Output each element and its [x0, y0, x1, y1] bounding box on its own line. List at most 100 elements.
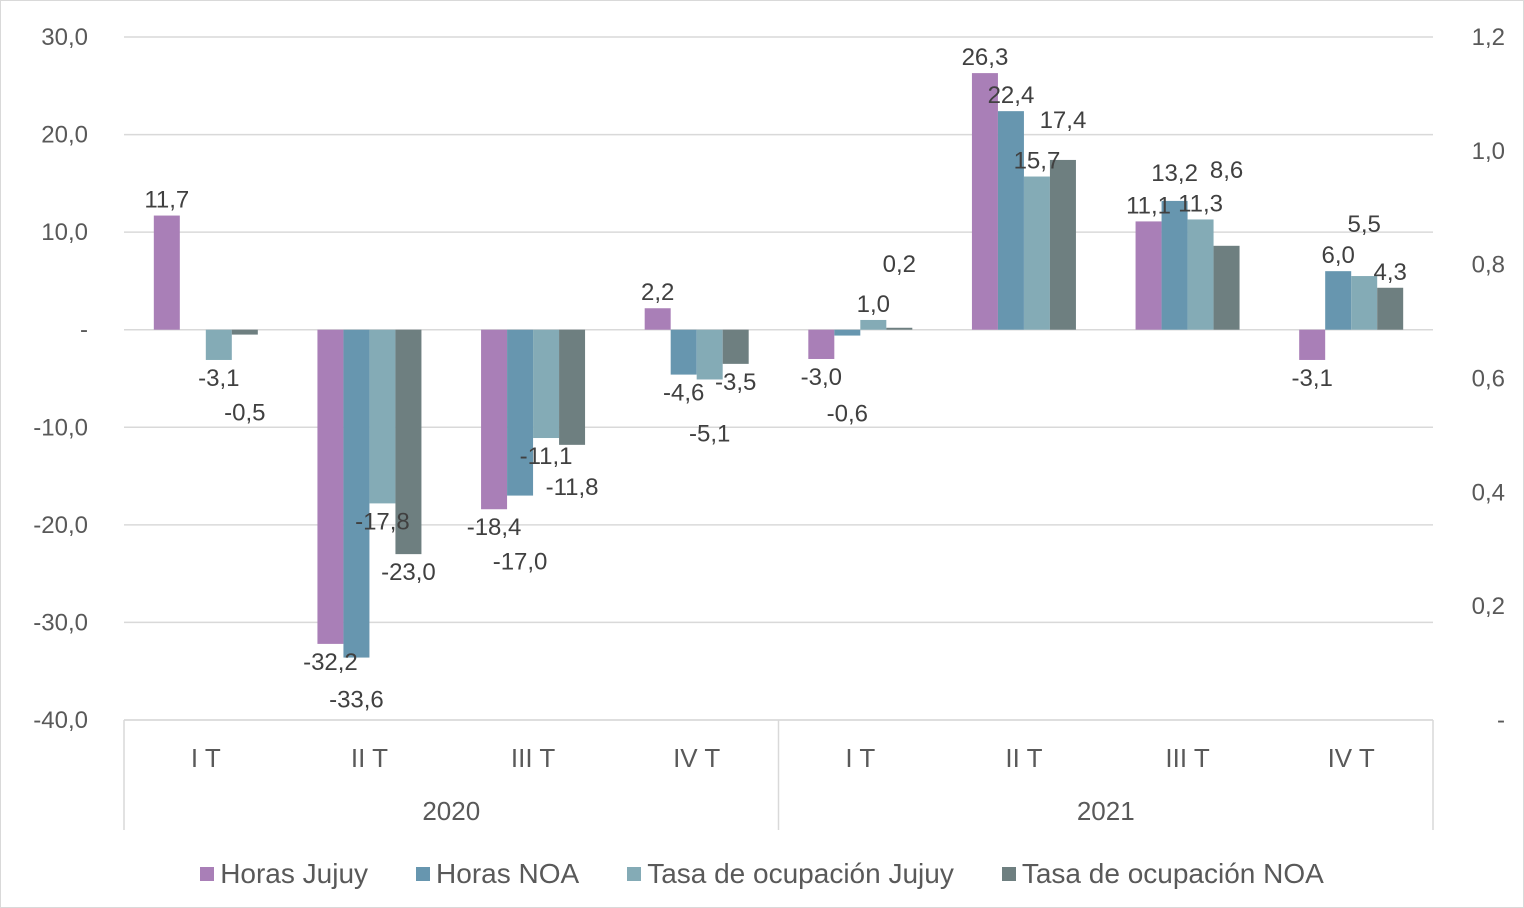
- data-label: -18,4: [467, 514, 522, 541]
- category-label: I T: [191, 743, 221, 773]
- bar-tasa-de-ocupaci-n-jujuy: [696, 329, 723, 380]
- bar-horas-jujuy: [808, 329, 835, 359]
- legend-item: Tasa de ocupación Jujuy: [627, 858, 954, 890]
- data-label: 11,3: [1178, 190, 1223, 217]
- y-tick-label: -30,0: [33, 609, 88, 636]
- bar-tasa-de-ocupaci-n-noa: [1377, 287, 1404, 330]
- legend-item: Horas Jujuy: [200, 858, 368, 890]
- group-label: 2020: [422, 796, 480, 826]
- bar-horas-jujuy: [971, 73, 998, 330]
- data-label: 26,3: [962, 44, 1009, 71]
- data-label: -0,6: [827, 401, 868, 428]
- y-tick-label: 10,0: [41, 219, 88, 246]
- legend-swatch: [416, 867, 431, 881]
- legend-label: Horas Jujuy: [220, 858, 369, 889]
- bar-horas-noa: [670, 329, 697, 375]
- bar-tasa-de-ocupaci-n-noa: [1213, 245, 1240, 330]
- category-label: II T: [351, 743, 388, 773]
- y2-tick-label: 0,4: [1472, 479, 1505, 506]
- data-label: -3,1: [198, 365, 239, 392]
- bar-tasa-de-ocupaci-n-noa: [1049, 159, 1076, 330]
- bar-tasa-de-ocupaci-n-noa: [231, 329, 258, 335]
- data-label: 8,6: [1210, 157, 1243, 184]
- y2-tick-label: 0,6: [1472, 366, 1505, 393]
- legend-label: Tasa de ocupación NOA: [1021, 858, 1324, 889]
- bar-horas-noa: [507, 329, 534, 496]
- category-label: IV T: [1328, 743, 1375, 773]
- data-label: -5,1: [689, 420, 730, 447]
- legend-item: Tasa de ocupación NOA: [1001, 858, 1324, 890]
- category-label: III T: [511, 743, 555, 773]
- legend-swatch: [200, 867, 215, 881]
- bar-tasa-de-ocupaci-n-noa: [559, 329, 586, 445]
- data-label: 17,4: [1040, 107, 1087, 134]
- category-label: I T: [845, 743, 875, 773]
- bar-horas-jujuy: [481, 329, 508, 510]
- legend-label: Horas NOA: [436, 858, 580, 889]
- data-label: 22,4: [988, 82, 1035, 109]
- bar-horas-noa: [1161, 200, 1188, 330]
- bar-horas-jujuy: [644, 308, 671, 330]
- y2-tick-label: 1,0: [1472, 138, 1505, 165]
- data-label: -4,6: [663, 380, 704, 407]
- data-label: 5,5: [1348, 211, 1381, 238]
- data-label: -32,2: [303, 649, 358, 676]
- bar-tasa-de-ocupaci-n-noa: [886, 327, 913, 330]
- y-tick-label: -: [80, 317, 88, 344]
- data-label: -11,8: [546, 474, 599, 501]
- bar-tasa-de-ocupaci-n-noa: [722, 329, 749, 364]
- bar-tasa-de-ocupaci-n-jujuy: [1023, 176, 1050, 330]
- data-label: 11,1: [1126, 192, 1171, 219]
- data-label: 2,2: [641, 279, 674, 306]
- y2-tick-label: -: [1497, 707, 1505, 734]
- y-tick-label: -20,0: [33, 512, 88, 539]
- data-label: -23,0: [381, 559, 436, 586]
- data-label: -33,6: [329, 687, 384, 714]
- y-tick-label: 30,0: [41, 24, 88, 51]
- bar-tasa-de-ocupaci-n-jujuy: [1187, 219, 1214, 330]
- bar-tasa-de-ocupaci-n-jujuy: [205, 329, 232, 360]
- data-label: 15,7: [1014, 148, 1061, 175]
- bar-horas-jujuy: [153, 215, 180, 330]
- data-label: -17,8: [355, 508, 410, 535]
- bar-horas-noa: [834, 329, 861, 336]
- bar-horas-noa: [343, 329, 370, 658]
- data-label: -3,1: [1292, 365, 1333, 392]
- y-tick-label: 20,0: [41, 122, 88, 149]
- category-label: III T: [1165, 743, 1209, 773]
- data-label: -0,5: [224, 400, 265, 427]
- data-label: 0,2: [883, 251, 916, 278]
- data-label: 1,0: [857, 291, 890, 318]
- y-tick-label: -40,0: [33, 707, 88, 734]
- y2-tick-label: 0,2: [1472, 593, 1505, 620]
- data-label: 13,2: [1151, 160, 1198, 187]
- legend-swatch: [1001, 867, 1016, 881]
- legend: Horas Jujuy Horas NOA Tasa de ocupación Ju…: [0, 858, 1524, 890]
- legend-label: Tasa de ocupación Jujuy: [647, 858, 954, 889]
- bar-tasa-de-ocupaci-n-jujuy: [533, 329, 560, 439]
- group-label: 2021: [1077, 796, 1135, 826]
- legend-swatch: [627, 867, 642, 881]
- y2-tick-label: 1,2: [1472, 24, 1505, 51]
- data-label: 11,7: [144, 187, 189, 214]
- bar-horas-jujuy: [1299, 329, 1326, 360]
- bar-tasa-de-ocupaci-n-noa: [395, 329, 422, 555]
- bar-tasa-de-ocupaci-n-jujuy: [1351, 276, 1378, 330]
- category-label: IV T: [673, 743, 720, 773]
- bar-horas-jujuy: [317, 329, 344, 644]
- data-label: -17,0: [493, 549, 548, 576]
- data-label: -3,0: [801, 364, 842, 391]
- data-label: 6,0: [1322, 242, 1355, 269]
- category-label: II T: [1005, 743, 1042, 773]
- bar-horas-jujuy: [1135, 221, 1162, 330]
- bar-horas-noa: [997, 111, 1024, 330]
- bar-horas-noa: [1325, 271, 1352, 330]
- y2-tick-label: 0,8: [1472, 252, 1505, 279]
- legend-item: Horas NOA: [416, 858, 579, 890]
- y-tick-label: -10,0: [33, 414, 88, 441]
- bar-tasa-de-ocupaci-n-jujuy: [860, 319, 887, 330]
- data-label: 4,3: [1374, 259, 1407, 286]
- data-label: -11,1: [520, 443, 573, 470]
- data-label: -3,5: [715, 369, 756, 396]
